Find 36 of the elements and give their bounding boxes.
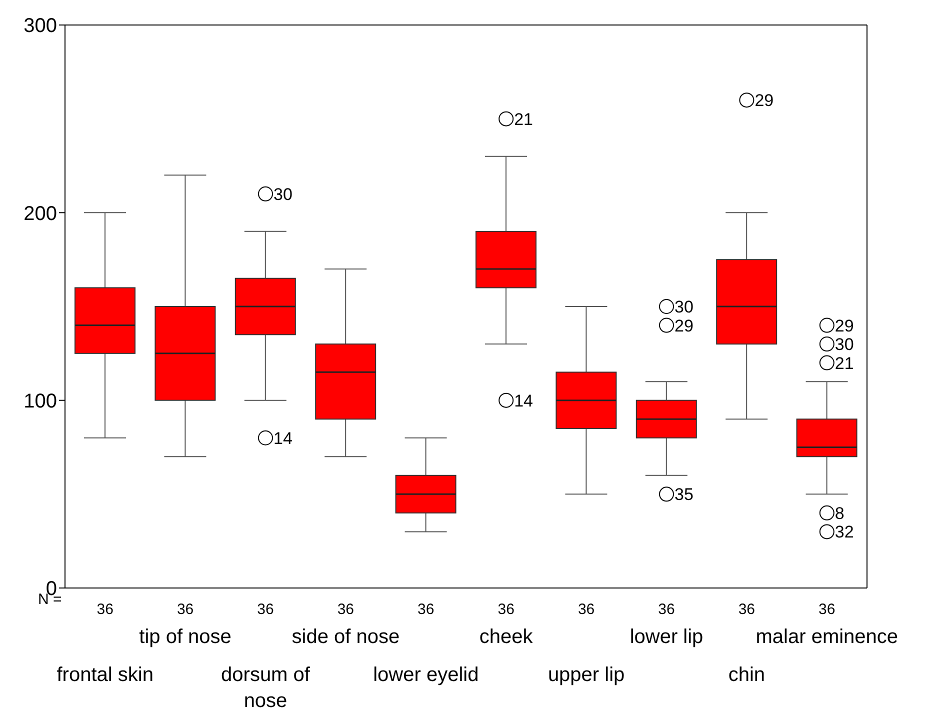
x-tick-label: dorsum of nose [221,664,310,712]
text: 36 [498,601,514,618]
annotation: 29 [674,316,694,336]
annotation: 30 [674,298,694,316]
annotation: 30 [834,335,854,354]
x-tick-label: lower eyelid [373,664,479,686]
x-tick-label: tip of nose [139,626,232,648]
text: 36 [658,601,675,618]
annotation: 35 [674,485,694,504]
y-tick-label: 100 [24,390,57,412]
x-tick-label: side of nose [292,626,400,648]
annotation: 29 [754,91,774,110]
text: 36 [337,601,354,618]
x-tick-label: upper lip [548,664,625,686]
annotation: 21 [834,354,854,373]
y-tick-label: 200 [24,202,57,225]
x-tick-label: frontal skin [56,664,154,686]
x-tick-label: chin [728,664,766,686]
y-tick-label: 300 [24,15,57,38]
annotation: 14 [514,391,534,410]
text: 36 [818,601,836,618]
x-tick-label: malar eminence [756,626,898,648]
text: 36 [578,601,595,618]
text: 36 [738,601,756,618]
annotation: 29 [834,316,854,336]
annotation: 8 [834,504,844,523]
text: 36 [418,601,434,618]
x-tick-label: cheek [479,626,534,648]
annotation: 30 [274,184,292,204]
text: 36 [257,601,274,618]
x-tick-label: lower lip [630,626,704,648]
text: 36 [176,601,194,618]
annotation: 14 [274,428,292,448]
annotation: 32 [834,522,854,542]
annotation: 21 [514,110,534,129]
text: 36 [96,601,114,618]
